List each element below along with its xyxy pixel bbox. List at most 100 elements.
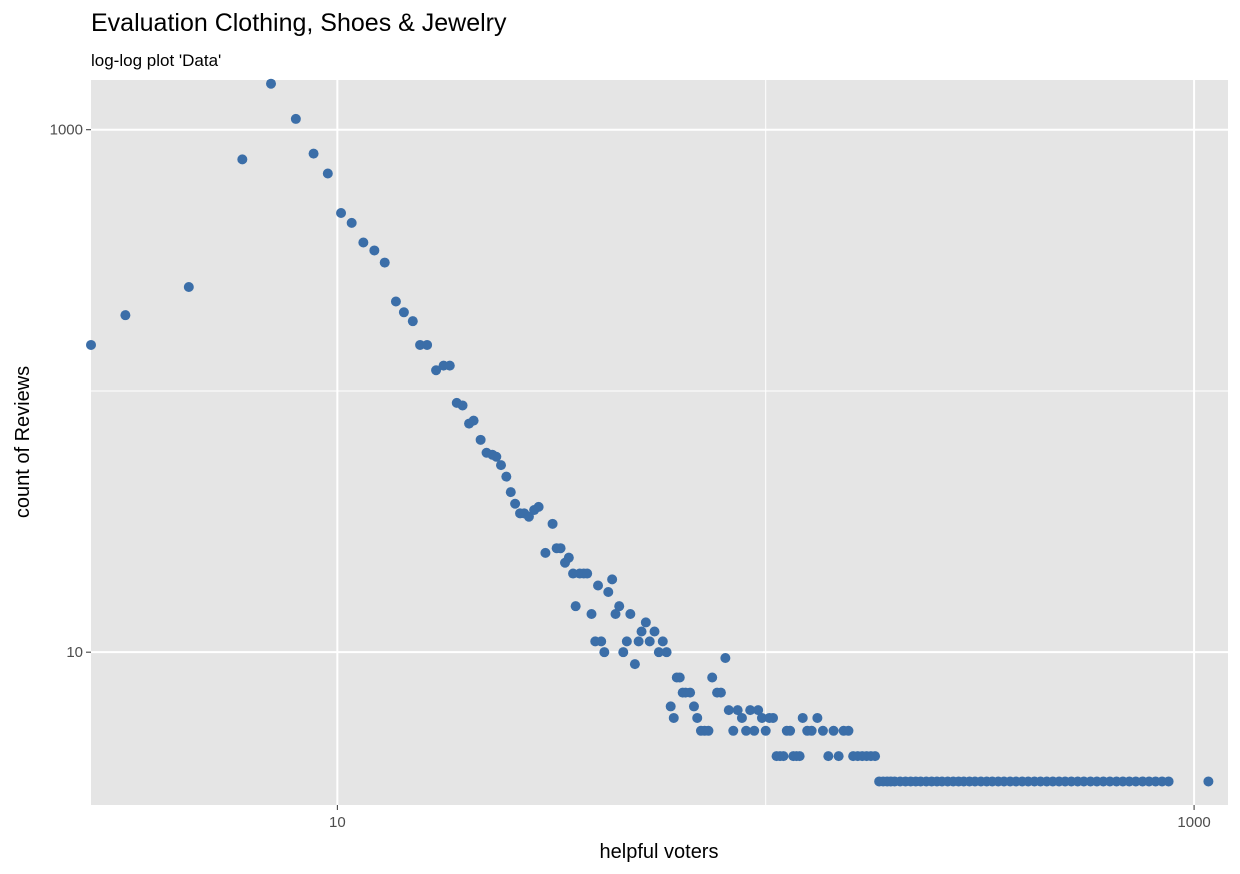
data-point — [636, 626, 647, 637]
data-point — [753, 705, 764, 716]
data-point — [797, 712, 808, 723]
data-point — [533, 501, 544, 512]
data-point — [618, 647, 629, 658]
y-tick-label: 1000 — [50, 122, 83, 139]
y-tick-label: 10 — [66, 644, 83, 661]
data-point — [237, 154, 248, 165]
data-point — [633, 636, 644, 647]
data-point — [657, 636, 668, 647]
data-point — [812, 712, 823, 723]
data-point — [570, 601, 581, 612]
chart-title: Evaluation Clothing, Shoes & Jewelry — [91, 9, 507, 37]
data-point — [649, 626, 660, 637]
data-point — [668, 712, 679, 723]
data-point — [358, 237, 369, 248]
data-point — [603, 586, 614, 597]
data-point — [644, 636, 655, 647]
grid-minor — [91, 80, 1228, 805]
data-point — [407, 316, 418, 327]
data-point — [390, 296, 401, 307]
data-point — [336, 207, 347, 218]
data-point — [496, 460, 507, 471]
data-point — [468, 415, 479, 426]
data-point — [778, 751, 789, 762]
data-point — [1203, 776, 1214, 787]
data-point — [586, 609, 597, 620]
data-point — [629, 659, 640, 670]
data-point — [707, 672, 718, 683]
data-points — [86, 78, 1214, 787]
data-point — [491, 451, 502, 462]
data-point — [290, 113, 301, 124]
data-point — [728, 725, 739, 736]
data-point — [843, 725, 854, 736]
y-axis-title: count of Reviews — [12, 366, 34, 518]
data-point — [1163, 776, 1174, 787]
data-point — [870, 751, 881, 762]
data-point — [266, 78, 277, 89]
data-point — [596, 636, 607, 647]
data-point — [745, 705, 756, 716]
data-point — [599, 647, 610, 658]
data-point — [422, 339, 433, 350]
data-point — [661, 647, 672, 658]
data-point — [610, 609, 621, 620]
data-point — [625, 609, 636, 620]
data-point — [540, 547, 551, 558]
data-point — [86, 339, 96, 350]
x-axis-title: helpful voters — [600, 841, 719, 863]
data-point — [741, 725, 752, 736]
data-point — [563, 552, 574, 563]
data-point — [415, 339, 426, 350]
data-point — [794, 751, 805, 762]
data-point — [607, 574, 618, 585]
data-point — [749, 725, 760, 736]
data-point — [688, 701, 699, 712]
data-point — [183, 281, 194, 292]
data-point — [505, 487, 516, 498]
data-point — [665, 701, 676, 712]
data-point — [732, 705, 743, 716]
data-point — [621, 636, 632, 647]
data-point — [723, 705, 734, 716]
data-point — [346, 217, 357, 228]
x-tick-label: 1000 — [1177, 814, 1210, 831]
data-point — [703, 725, 714, 736]
data-point — [715, 687, 726, 698]
data-point — [510, 498, 521, 509]
chart-subtitle: log-log plot 'Data' — [91, 51, 221, 70]
data-point — [547, 518, 558, 529]
data-point — [475, 434, 486, 445]
data-point — [785, 725, 796, 736]
x-axis-ticks: 10 1000 — [329, 805, 1211, 831]
data-point — [369, 245, 380, 256]
data-point — [823, 751, 834, 762]
data-point — [817, 725, 828, 736]
data-point — [322, 168, 333, 179]
x-tick-label: 10 — [329, 814, 346, 831]
data-point — [398, 307, 409, 318]
data-point — [593, 580, 604, 591]
data-point — [308, 148, 319, 159]
data-point — [833, 751, 844, 762]
data-point — [828, 725, 839, 736]
data-point — [431, 365, 442, 376]
data-point — [756, 712, 767, 723]
data-point — [555, 543, 566, 554]
data-point — [120, 310, 131, 321]
data-point — [379, 257, 390, 268]
data-point — [760, 725, 771, 736]
y-axis-ticks: 10 1000 — [50, 122, 91, 661]
data-point — [692, 712, 703, 723]
data-point — [674, 672, 685, 683]
data-point — [685, 687, 696, 698]
data-point — [653, 647, 664, 658]
data-point — [806, 725, 817, 736]
data-point — [444, 360, 455, 371]
data-point — [736, 712, 747, 723]
data-point — [768, 712, 779, 723]
data-point — [640, 617, 651, 628]
data-point — [457, 400, 468, 411]
plot-panel — [91, 80, 1228, 805]
data-point — [720, 652, 731, 663]
